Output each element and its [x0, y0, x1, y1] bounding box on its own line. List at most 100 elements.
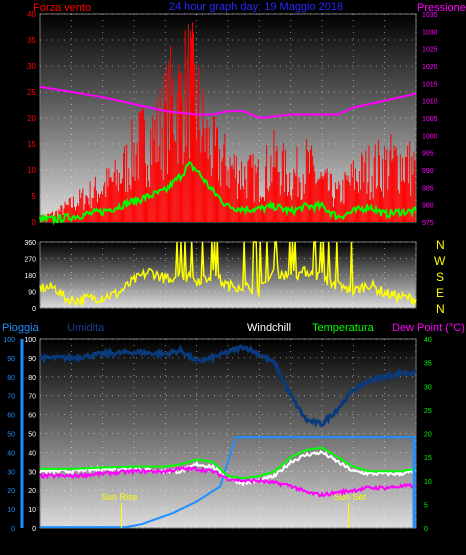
top-right-tick-1035: 1035 — [422, 12, 438, 19]
top-left-tick-40: 40 — [27, 10, 36, 19]
bot-x-tick-18: 18 — [318, 539, 327, 548]
sun-rise-label: Sun Rise — [101, 492, 138, 502]
top-x-tick-16: 16 — [286, 229, 295, 238]
top-x-tick-18: 18 — [318, 229, 327, 238]
top-right-tick-985: 985 — [422, 185, 434, 192]
dir-letter-e: E — [436, 286, 444, 300]
bot-left-tick-hum-30: 30 — [28, 469, 36, 476]
mid-left-tick-270: 270 — [24, 257, 36, 264]
bot-right-tick-15: 15 — [424, 455, 432, 462]
bot-x-tick-08: 08 — [161, 539, 170, 548]
dewpoint-line — [39, 465, 417, 498]
bot-left-tick-rain-80: 80 — [7, 375, 15, 382]
bot-left-tick-hum-80: 80 — [28, 375, 36, 382]
bot-left-tick-hum-90: 90 — [28, 356, 36, 363]
bot-right-tick-0: 0 — [424, 526, 428, 533]
dir-letter-n-top: N — [436, 238, 445, 252]
top-right-tick-1030: 1030 — [422, 29, 438, 36]
dir-letter-w: W — [434, 254, 446, 268]
bot-x-tick-10: 10 — [192, 539, 201, 548]
bot-right-tick-5: 5 — [424, 502, 428, 509]
dir-letter-n-bottom: N — [436, 302, 445, 316]
top-left-tick-10: 10 — [27, 166, 36, 175]
top-x-tick-20: 20 — [349, 229, 358, 238]
grid-layer — [40, 13, 417, 529]
label-dewpoint: Dew Point (°C) — [392, 322, 465, 334]
header-title: 24 hour graph day: 19 Maggio 2018 — [169, 1, 343, 13]
bot-right-tick-40: 40 — [424, 337, 432, 344]
bot-left-tick-hum-0: 0 — [32, 526, 36, 533]
top-x-tick-12: 12 — [224, 229, 233, 238]
wind-avg-line — [39, 160, 417, 226]
bot-x-tick-22: 22 — [380, 539, 389, 548]
top-right-tick-980: 980 — [422, 203, 434, 210]
top-left-tick-25: 25 — [27, 88, 36, 97]
bot-x-tick-12: 12 — [224, 539, 233, 548]
bot-left-tick-rain-10: 10 — [7, 507, 15, 514]
bot-x-tick-06: 06 — [130, 539, 139, 548]
top-left-tick-35: 35 — [27, 36, 36, 45]
mid-left-tick-360: 360 — [24, 240, 36, 247]
bot-right-tick-35: 35 — [424, 361, 432, 368]
label-temperatura: Temperatura — [312, 322, 375, 334]
direction-panel-bg — [39, 241, 417, 309]
bot-left-tick-rain-0: 0 — [11, 526, 15, 533]
bot-left-tick-hum-60: 60 — [28, 413, 36, 420]
top-x-tick-06: 06 — [130, 229, 139, 238]
top-x-tick-10: 10 — [192, 229, 201, 238]
top-right-tick-1010: 1010 — [422, 99, 438, 106]
sun-set-bottom-label: Sun Set — [334, 537, 367, 547]
bot-left-tick-hum-20: 20 — [28, 488, 36, 495]
bot-left-tick-rain-90: 90 — [7, 356, 15, 363]
bot-right-tick-25: 25 — [424, 408, 432, 415]
bot-left-tick-hum-50: 50 — [28, 432, 36, 439]
bot-x-tick-04: 04 — [98, 539, 107, 548]
bot-left-tick-rain-40: 40 — [7, 450, 15, 457]
bot-right-tick-20: 20 — [424, 432, 432, 439]
bottom-panel-bg — [39, 338, 417, 529]
rain-line — [40, 436, 416, 529]
bot-left-tick-rain-70: 70 — [7, 394, 15, 401]
top-left-tick-30: 30 — [27, 62, 36, 71]
top-right-tick-995: 995 — [422, 151, 434, 158]
top-x-tick-14: 14 — [255, 229, 264, 238]
top-right-tick-1005: 1005 — [422, 116, 438, 123]
header-right-label: Pressione — [417, 2, 466, 14]
top-left-tick-5: 5 — [32, 192, 37, 201]
top-right-tick-1020: 1020 — [422, 64, 438, 71]
bot-left-tick-hum-10: 10 — [28, 507, 36, 514]
top-x-tick-00: 00 — [412, 229, 421, 238]
label-windchill: Windchill — [247, 322, 291, 334]
top-x-tick-04: 04 — [98, 229, 107, 238]
bot-left-tick-hum-100: 100 — [24, 337, 36, 344]
top-right-tick-1025: 1025 — [422, 47, 438, 54]
sun-set-label: Sun Set — [334, 492, 367, 502]
mid-left-tick-0: 0 — [32, 306, 36, 313]
series-layer — [38, 22, 417, 529]
axis-layer: 0510152025303540975980985990995100010051… — [3, 10, 437, 548]
top-left-tick-15: 15 — [27, 140, 36, 149]
bot-left-tick-hum-40: 40 — [28, 450, 36, 457]
bot-x-tick-00: 00 — [412, 539, 421, 548]
top-right-tick-1000: 1000 — [422, 133, 438, 140]
bot-left-tick-rain-60: 60 — [7, 413, 15, 420]
humidity-line — [38, 344, 417, 428]
pressure-line — [39, 85, 417, 120]
bot-left-tick-hum-70: 70 — [28, 394, 36, 401]
temperature-line — [40, 446, 417, 480]
top-x-tick-22: 22 — [380, 229, 389, 238]
top-left-tick-0: 0 — [32, 218, 37, 227]
label-umidita: Umidita — [67, 322, 105, 334]
mid-left-tick-90: 90 — [28, 290, 36, 297]
dir-letter-s: S — [436, 270, 444, 284]
bot-right-tick-30: 30 — [424, 384, 432, 391]
top-left-tick-20: 20 — [27, 114, 36, 123]
bot-left-tick-rain-30: 30 — [7, 469, 15, 476]
bot-x-tick-16: 16 — [286, 539, 295, 548]
top-right-tick-975: 975 — [422, 220, 434, 227]
bot-x-tick-14: 14 — [255, 539, 264, 548]
wind-direction-line — [39, 241, 417, 307]
top-right-tick-990: 990 — [422, 168, 434, 175]
bot-left-tick-rain-100: 100 — [3, 337, 15, 344]
